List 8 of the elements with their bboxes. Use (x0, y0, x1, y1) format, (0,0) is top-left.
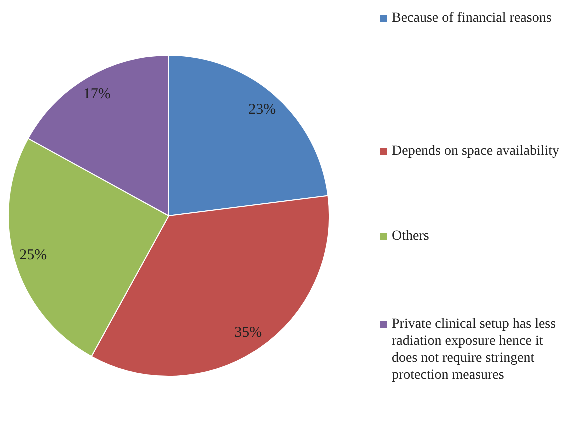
legend-label: Others (392, 228, 430, 245)
legend-label: Private clinical setup has less radiation exposure hence it does not require stringent protection measures (392, 316, 558, 384)
data-label: 25% (20, 247, 48, 264)
data-label: 17% (83, 86, 111, 102)
legend-label: Because of financial reasons (392, 10, 552, 27)
data-label: 23% (248, 102, 276, 118)
legend-label: Depends on space availability (392, 143, 560, 160)
data-label: 35% (234, 324, 262, 341)
